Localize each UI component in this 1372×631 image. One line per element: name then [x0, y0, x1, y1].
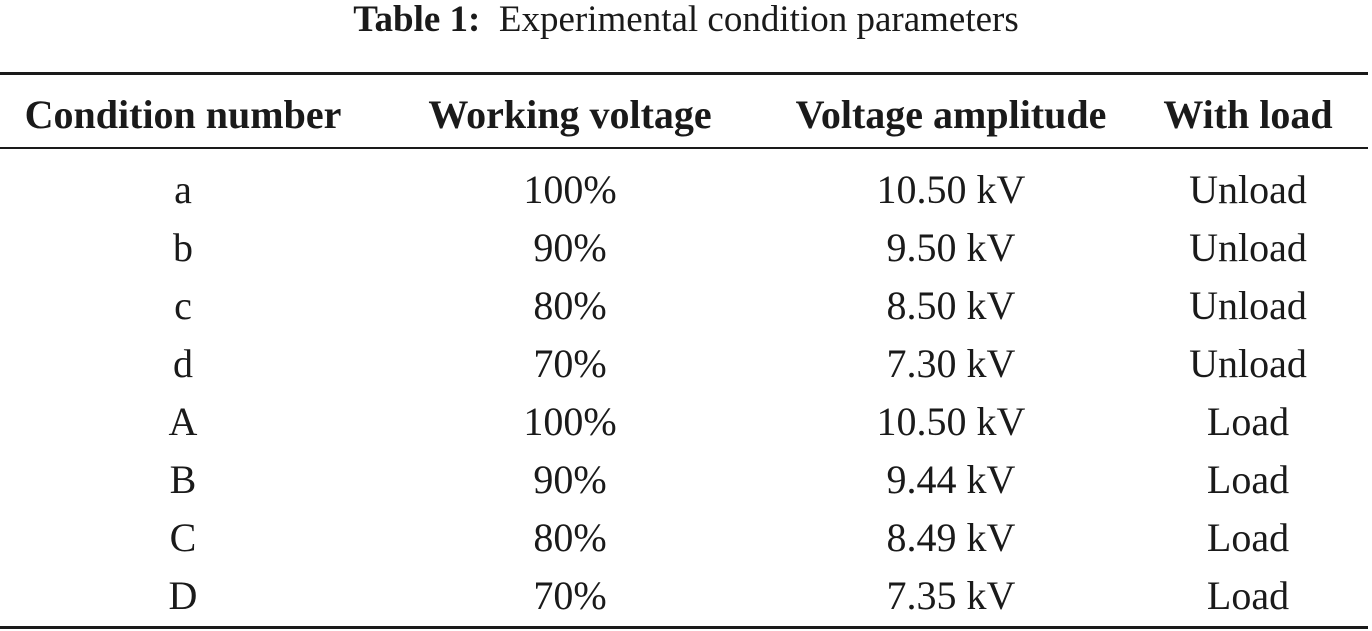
cell-working-voltage: 100%	[523, 399, 617, 444]
header-voltage-amplitude: Voltage amplitude	[795, 92, 1107, 137]
cell-load: Load	[1206, 515, 1290, 560]
cell-condition: b	[173, 225, 193, 270]
cell-condition: C	[169, 515, 197, 560]
cell-voltage-amplitude: 8.49 kV	[886, 515, 1016, 560]
header-working-voltage: Working voltage	[428, 92, 712, 137]
cell-condition: D	[168, 573, 198, 618]
cell-load: Load	[1206, 457, 1290, 502]
bottom-rule	[0, 626, 1368, 629]
table-row: D 70% 7.35 kV Load	[0, 567, 1368, 625]
cell-voltage-amplitude: 10.50 kV	[876, 167, 1026, 212]
table-row: a 100% 10.50 kV Unload	[0, 146, 1368, 219]
cell-voltage-amplitude: 9.44 kV	[886, 457, 1016, 502]
cell-condition: c	[174, 283, 192, 328]
cell-load: Unload	[1189, 225, 1307, 270]
cell-working-voltage: 90%	[533, 225, 607, 270]
cell-working-voltage: 70%	[533, 341, 607, 386]
table-row: A 100% 10.50 kV Load	[0, 393, 1368, 451]
caption-text: Experimental condition parameters	[498, 0, 1019, 40]
table-row: C 80% 8.49 kV Load	[0, 509, 1368, 567]
cell-voltage-amplitude: 10.50 kV	[876, 399, 1026, 444]
header-rule	[0, 147, 1368, 149]
header-with-load: With load	[1163, 92, 1333, 137]
table-row: B 90% 9.44 kV Load	[0, 451, 1368, 509]
cell-voltage-amplitude: 7.35 kV	[886, 573, 1016, 618]
conditions-table: Condition number Working voltage Voltage…	[0, 84, 1368, 625]
header-condition-number: Condition number	[24, 92, 342, 137]
cell-condition: B	[169, 457, 197, 502]
cell-working-voltage: 70%	[533, 573, 607, 618]
cell-condition: d	[173, 341, 193, 386]
cell-condition: a	[174, 167, 192, 212]
cell-working-voltage: 80%	[533, 515, 607, 560]
cell-voltage-amplitude: 7.30 kV	[886, 341, 1016, 386]
header-row: Condition number Working voltage Voltage…	[0, 84, 1368, 146]
cell-working-voltage: 100%	[523, 167, 617, 212]
cell-voltage-amplitude: 9.50 kV	[886, 225, 1016, 270]
cell-voltage-amplitude: 8.50 kV	[886, 283, 1016, 328]
cell-load: Load	[1206, 399, 1290, 444]
table-row: b 90% 9.50 kV Unload	[0, 219, 1368, 277]
cell-working-voltage: 80%	[533, 283, 607, 328]
cell-condition: A	[168, 399, 198, 444]
cell-load: Unload	[1189, 167, 1307, 212]
cell-load: Unload	[1189, 283, 1307, 328]
table-caption: Table 1: Experimental condition paramete…	[0, 0, 1372, 40]
table-row: c 80% 8.50 kV Unload	[0, 277, 1368, 335]
top-rule	[0, 72, 1368, 75]
cell-load: Load	[1206, 573, 1290, 618]
cell-working-voltage: 90%	[533, 457, 607, 502]
caption-label: Table 1:	[353, 0, 481, 40]
cell-load: Unload	[1189, 341, 1307, 386]
table-row: d 70% 7.30 kV Unload	[0, 335, 1368, 393]
